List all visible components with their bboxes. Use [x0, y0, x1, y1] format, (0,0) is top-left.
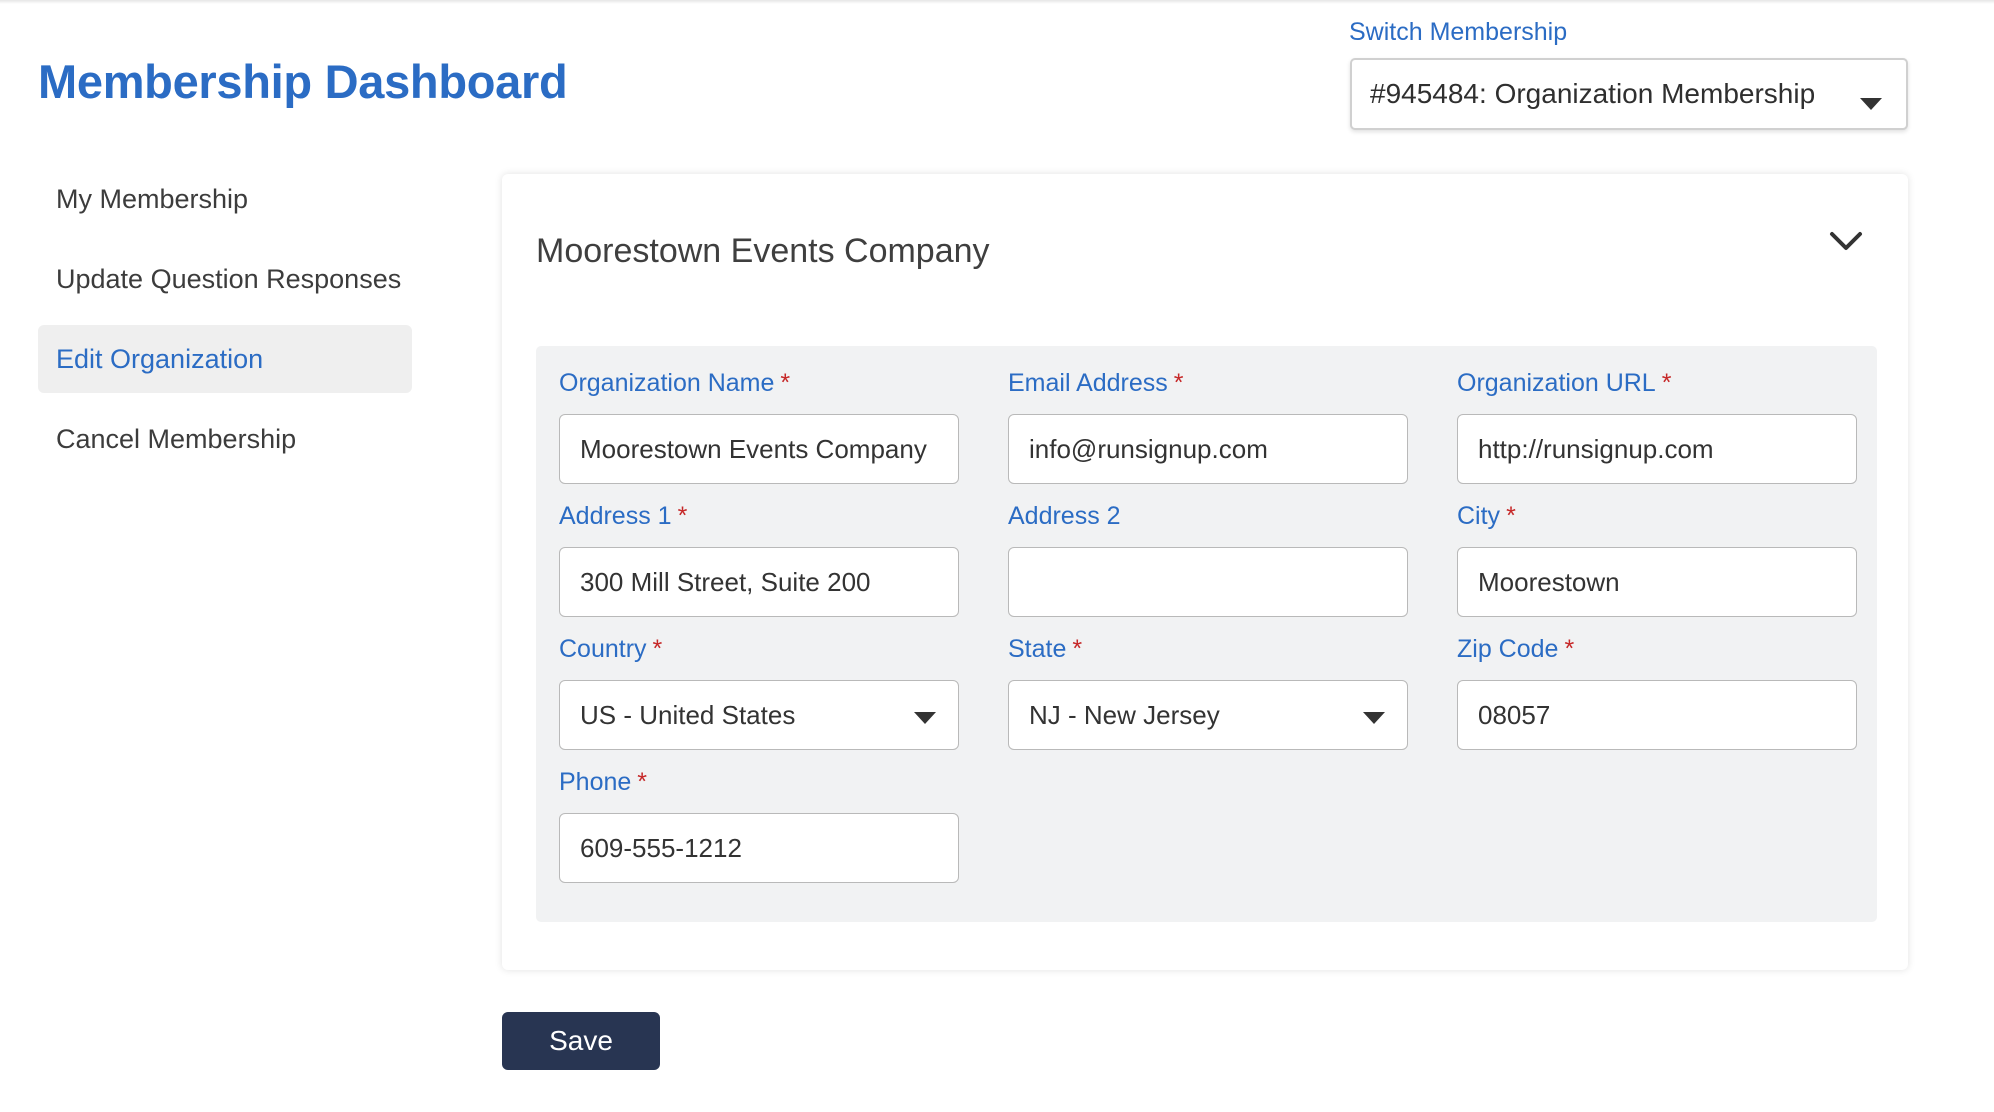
required-marker: * [677, 502, 688, 530]
chevron-down-icon[interactable] [1826, 226, 1866, 256]
field-email-address: Email Address * info@runsignup.com [1008, 366, 1408, 484]
caret-down-icon [1860, 98, 1882, 110]
field-organization-url: Organization URL * http://runsignup.com [1457, 366, 1857, 484]
required-marker: * [1072, 635, 1083, 663]
phone-input[interactable]: 609-555-1212 [559, 813, 959, 883]
field-label: Organization URL * [1457, 369, 1672, 397]
city-input[interactable]: Moorestown [1457, 547, 1857, 617]
required-marker: * [780, 369, 791, 397]
email-address-input[interactable]: info@runsignup.com [1008, 414, 1408, 484]
organization-card: Moorestown Events Company Organization N… [502, 174, 1908, 970]
state-select[interactable]: NJ - New Jersey [1008, 680, 1408, 750]
country-value: US - United States [580, 699, 796, 730]
field-zip-code: Zip Code * 08057 [1457, 632, 1857, 750]
sidebar-item-label: My Membership [56, 183, 249, 214]
sidebar-item-my-membership[interactable]: My Membership [38, 165, 412, 233]
required-marker: * [637, 768, 648, 796]
organization-url-input[interactable]: http://runsignup.com [1457, 414, 1857, 484]
sidebar-item-update-question-responses[interactable]: Update Question Responses [38, 245, 412, 313]
switch-membership-label: Switch Membership [1349, 18, 1568, 46]
address-1-input[interactable]: 300 Mill Street, Suite 200 [559, 547, 959, 617]
required-marker: * [1506, 502, 1516, 530]
page-title: Membership Dashboard [38, 55, 568, 108]
address-2-input[interactable] [1008, 547, 1408, 617]
field-label: Zip Code * [1457, 635, 1575, 663]
sidebar-item-edit-organization[interactable]: Edit Organization [38, 325, 412, 393]
organization-name-input[interactable]: Moorestown Events Company [559, 414, 959, 484]
field-state: State * NJ - New Jersey [1008, 632, 1408, 750]
required-marker: * [1564, 635, 1575, 663]
field-label: Organization Name * [559, 369, 791, 397]
field-city: City * Moorestown [1457, 499, 1857, 617]
sidebar: My Membership Update Question Responses … [38, 165, 412, 485]
caret-down-icon [914, 712, 936, 724]
field-label: Address 1 * [559, 502, 688, 530]
switch-membership-select[interactable]: #945484: Organization Membership [1350, 58, 1908, 130]
field-label: Email Address * [1008, 369, 1184, 397]
field-label: Phone * [559, 768, 648, 796]
save-button[interactable]: Save [502, 1012, 660, 1070]
field-address-2: Address 2 [1008, 499, 1408, 617]
organization-form: Organization Name * Moorestown Events Com… [536, 346, 1877, 922]
field-label: City * [1457, 502, 1516, 530]
top-shadow [0, 0, 1994, 4]
field-organization-name: Organization Name * Moorestown Events Com… [559, 366, 959, 484]
required-marker: * [1173, 369, 1184, 397]
field-label: State * [1008, 635, 1083, 663]
required-marker: * [652, 635, 663, 663]
field-label: Country * [559, 635, 663, 663]
switch-membership-value: #945484: Organization Membership [1370, 78, 1816, 109]
card-title: Moorestown Events Company [536, 232, 990, 270]
sidebar-item-label: Edit Organization [56, 343, 264, 374]
field-label: Address 2 [1008, 502, 1121, 530]
required-marker: * [1661, 369, 1672, 397]
field-phone: Phone * 609-555-1212 [559, 765, 959, 883]
sidebar-item-label: Cancel Membership [56, 423, 297, 454]
country-select[interactable]: US - United States [559, 680, 959, 750]
sidebar-item-label: Update Question Responses [56, 263, 402, 294]
field-country: Country * US - United States [559, 632, 959, 750]
state-value: NJ - New Jersey [1029, 699, 1220, 730]
zip-code-input[interactable]: 08057 [1457, 680, 1857, 750]
sidebar-item-cancel-membership[interactable]: Cancel Membership [38, 405, 412, 473]
field-address-1: Address 1 * 300 Mill Street, Suite 200 [559, 499, 959, 617]
caret-down-icon [1363, 712, 1385, 724]
